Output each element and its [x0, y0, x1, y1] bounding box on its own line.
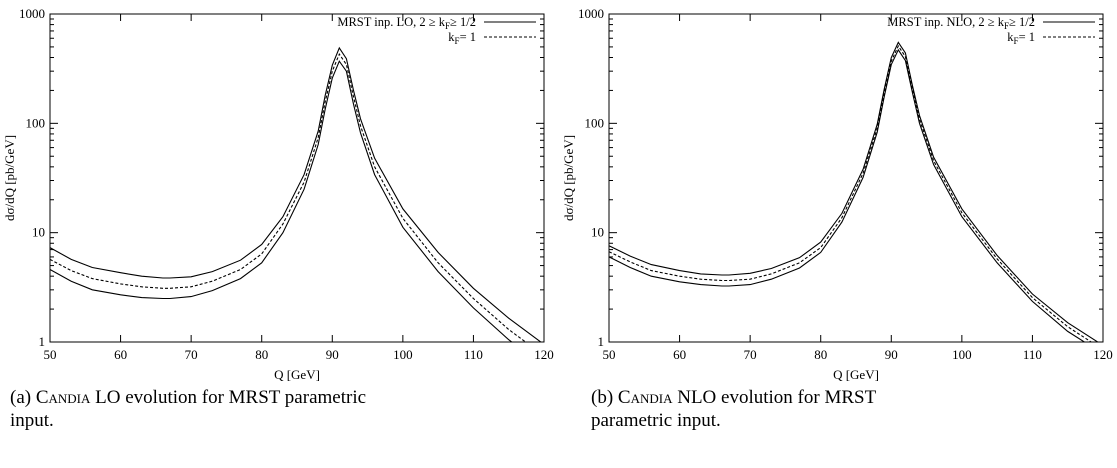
y-axis-label: dσ/dQ [pb/GeV] [2, 135, 17, 221]
series-line-dashed [50, 52, 527, 342]
legend-label: kF= 1 [1007, 30, 1035, 46]
y-axis-label: dσ/dQ [pb/GeV] [561, 135, 576, 221]
series-line-solid [609, 41, 1099, 342]
x-tick-label: 70 [744, 347, 757, 362]
x-tick-label: 100 [393, 347, 413, 362]
x-tick-label: 80 [814, 347, 827, 362]
x-tick-label: 120 [1093, 347, 1113, 362]
legend-label: MRST inp. LO, 2 ≥ kF≥ 1/2 [337, 15, 476, 31]
caption-b: (b) Candia NLO evolution for MRST parame… [591, 386, 959, 432]
x-axis-label: Q [GeV] [833, 367, 879, 382]
caption-program-name: Candia [35, 387, 91, 408]
legend-label: kF= 1 [448, 30, 476, 46]
x-tick-label: 50 [44, 347, 57, 362]
y-tick-label: 100 [585, 115, 605, 130]
y-tick-label: 1000 [578, 6, 604, 21]
legend-label-subscript: F [445, 21, 450, 31]
legend-label-suffix: ≥ 1/2 [450, 15, 476, 29]
x-axis-label: Q [GeV] [274, 367, 320, 382]
legend-label-subscript: F [1004, 21, 1009, 31]
legend-label-prefix: MRST inp. NLO, 2 ≥ k [887, 15, 1004, 29]
y-tick-label: 1000 [19, 6, 45, 21]
y-tick-label: 100 [26, 115, 46, 130]
y-tick-label: 10 [591, 225, 604, 240]
legend-label-prefix: k [448, 30, 455, 44]
series-line-dashed [609, 44, 1093, 342]
x-tick-label: 110 [464, 347, 483, 362]
caption-text: NLO evolution for MRST parametric input. [591, 387, 876, 431]
x-tick-label: 60 [114, 347, 127, 362]
caption-text: LO evolution for MRST parametric input. [10, 387, 367, 431]
plot-frame [608, 13, 1104, 343]
plot-frame [49, 13, 545, 343]
x-tick-label: 60 [673, 347, 686, 362]
x-tick-label: 100 [952, 347, 972, 362]
x-tick-label: 50 [603, 347, 616, 362]
legend-label-prefix: MRST inp. LO, 2 ≥ k [337, 15, 445, 29]
caption-a: (a) Candia LO evolution for MRST paramet… [10, 386, 382, 432]
caption-program-name: Candia [617, 387, 673, 408]
series-line-solid [50, 46, 542, 342]
y-tick-label: 1 [598, 334, 605, 349]
x-tick-label: 90 [326, 347, 339, 362]
legend-label-suffix: ≥ 1/2 [1009, 15, 1035, 29]
y-tick-label: 1 [39, 334, 46, 349]
y-tick-label: 10 [32, 225, 45, 240]
legend-label-subscript: F [455, 36, 460, 46]
legend-label-prefix: k [1007, 30, 1014, 44]
figure-panel-a: 50 60 70 80 90 100 110 120 1 10 100 1000 Q [GeV] dσ/d… [0, 0, 558, 468]
x-tick-label: 120 [534, 347, 554, 362]
series-group [50, 46, 542, 342]
x-tick-label: 90 [885, 347, 898, 362]
legend-label-suffix: = 1 [1019, 30, 1035, 44]
series-group [609, 41, 1099, 342]
x-tick-label: 110 [1023, 347, 1042, 362]
caption-tag: (a) [10, 387, 32, 408]
figure-panel-b: 50 60 70 80 90 100 110 120 1 10 100 1000 Q [GeV] dσ/d… [559, 0, 1117, 468]
legend-label-subscript: F [1014, 36, 1019, 46]
legend-label-suffix: = 1 [460, 30, 476, 44]
legend-label: MRST inp. NLO, 2 ≥ kF≥ 1/2 [887, 15, 1035, 31]
series-line-solid [50, 60, 513, 342]
series-line-solid [609, 48, 1086, 342]
caption-tag: (b) [591, 387, 614, 408]
x-tick-label: 70 [185, 347, 198, 362]
x-tick-label: 80 [255, 347, 268, 362]
